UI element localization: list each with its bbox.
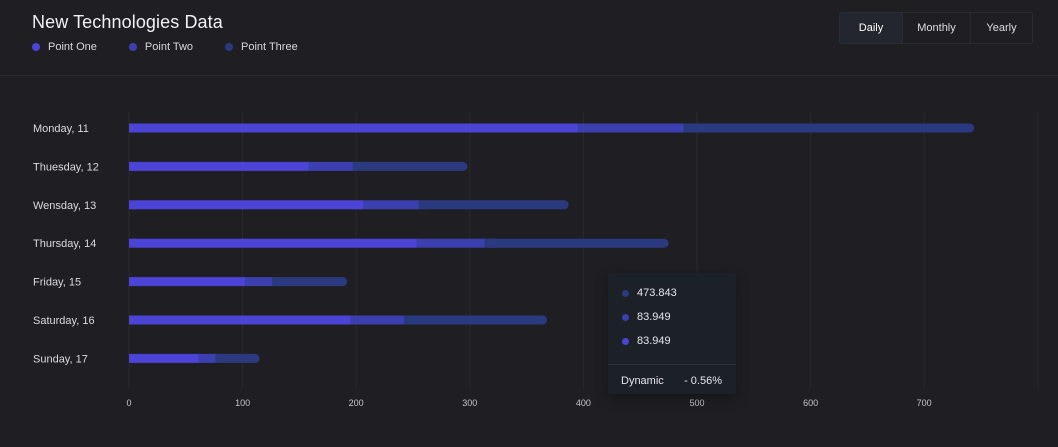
bar-segment	[129, 200, 364, 210]
x-tick-label: 300	[462, 398, 477, 408]
bar-segment	[484, 238, 669, 248]
bar-segment-join	[403, 315, 413, 325]
bar-segment	[350, 315, 405, 325]
x-tick-label: 200	[349, 398, 364, 408]
bar-segment	[418, 200, 569, 210]
bar-segment	[129, 277, 246, 287]
tooltip-dynamic-label: Dynamic	[621, 375, 664, 387]
category-label: Thuesday, 12	[33, 161, 99, 173]
bar-segment	[129, 353, 199, 363]
category-label: Wensday, 13	[33, 200, 96, 212]
bar-segment	[129, 123, 579, 133]
x-tick-label: 600	[803, 398, 818, 408]
category-label: Monday, 11	[33, 123, 89, 135]
bar-segment-join	[418, 200, 428, 210]
legend-label: Point Three	[241, 41, 298, 53]
bar-segment-join	[683, 123, 693, 133]
category-label: Sunday, 17	[33, 353, 88, 365]
bar-segment	[352, 161, 468, 171]
bar-segment-join	[215, 353, 225, 363]
x-tick-label: 100	[235, 398, 250, 408]
tooltip-value: 83.949	[637, 311, 671, 323]
bar-segment-join	[484, 238, 494, 248]
category-label: Friday, 15	[33, 277, 81, 289]
tab-daily[interactable]: Daily	[840, 13, 902, 43]
tooltip-dot-icon	[622, 313, 629, 321]
legend-label: Point Two	[144, 41, 194, 53]
tooltip-dot-icon	[622, 337, 629, 345]
tooltip-dot-icon	[622, 289, 629, 297]
category-label: Saturday, 16	[33, 315, 95, 327]
bar-segment	[129, 238, 417, 248]
bar-segment	[244, 277, 273, 287]
tooltip-row-point-two: 83.949	[622, 311, 671, 323]
bar-segment	[215, 353, 260, 363]
legend-dot-icon	[225, 43, 234, 51]
bar-segment	[308, 161, 354, 171]
tooltip-dynamic-value: - 0.56%	[684, 375, 722, 387]
tooltip-row-point-three: 473.843	[622, 287, 677, 299]
chart-title: New Technologies Data	[32, 12, 223, 32]
x-tick-label: 700	[917, 398, 932, 408]
chart-tooltip: 473.843 83.949 83.949 Dynamic - 0.56%	[608, 273, 736, 394]
tooltip-row-point-one: 83.949	[622, 335, 671, 347]
tab-yearly[interactable]: Yearly	[970, 13, 1032, 43]
tooltip-value: 473.843	[637, 287, 677, 299]
legend-item-point-three[interactable]: Point Three	[225, 41, 298, 53]
tooltip-footer: Dynamic - 0.56%	[621, 375, 722, 387]
tab-monthly[interactable]: Monthly	[902, 13, 970, 43]
bar-segment	[577, 123, 684, 133]
category-label: Thursday, 14	[33, 238, 96, 250]
period-switcher: Daily Monthly Yearly	[839, 12, 1033, 44]
bar-segment	[363, 200, 420, 210]
legend-item-point-one[interactable]: Point One	[32, 41, 97, 53]
bar-segment-join	[352, 161, 362, 171]
bar-segment	[198, 353, 216, 363]
x-tick-label: 500	[689, 398, 704, 408]
chart-header: New Technologies Data Point One Point Tw…	[0, 0, 1058, 76]
legend-dot-icon	[128, 43, 137, 51]
bar-segment	[129, 315, 352, 325]
bar-segment	[129, 161, 309, 171]
x-tick-label: 0	[126, 398, 131, 408]
tooltip-value: 83.949	[637, 335, 671, 347]
tooltip-divider	[608, 364, 736, 365]
bar-segment-join	[272, 277, 282, 287]
bar-segment	[403, 315, 548, 325]
bar-segment	[272, 277, 348, 287]
legend-label: Point One	[48, 41, 97, 53]
x-tick-label: 400	[576, 398, 591, 408]
bar-segment	[683, 123, 975, 133]
legend-item-point-two[interactable]: Point Two	[128, 41, 194, 53]
legend-dot-icon	[32, 43, 40, 51]
bar-segment	[416, 238, 486, 248]
legend: Point One Point Two Point Three	[32, 41, 330, 53]
